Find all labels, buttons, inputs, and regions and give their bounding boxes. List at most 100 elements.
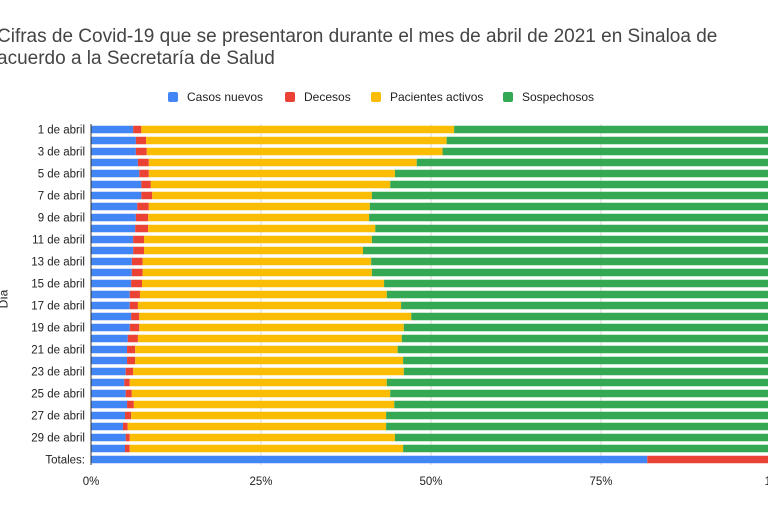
bar-segment bbox=[390, 389, 768, 398]
bar-segment bbox=[127, 356, 136, 365]
bar-segment bbox=[91, 202, 138, 211]
bar-segment bbox=[91, 180, 142, 189]
bar-segment bbox=[139, 290, 387, 299]
bar-segment bbox=[129, 290, 140, 299]
bar-segment bbox=[371, 235, 768, 244]
bar-segment bbox=[125, 433, 130, 442]
bar-segment bbox=[135, 345, 398, 354]
bar-segment bbox=[403, 444, 768, 453]
bar-segment bbox=[139, 169, 149, 178]
bar-segment bbox=[127, 334, 138, 343]
bar-segment bbox=[91, 433, 126, 442]
bar-segment bbox=[129, 323, 140, 332]
bar-segment bbox=[139, 312, 412, 321]
bar-segment bbox=[91, 213, 136, 222]
bar-segment bbox=[127, 422, 387, 431]
legend-swatch bbox=[168, 92, 178, 102]
bar-segment bbox=[135, 213, 149, 222]
bar-segment bbox=[144, 235, 372, 244]
bar-segment bbox=[91, 334, 128, 343]
bar-segment bbox=[137, 202, 149, 211]
bar-segment bbox=[91, 136, 136, 145]
bar-segment bbox=[91, 378, 125, 387]
bar-segment bbox=[403, 323, 768, 332]
bar-segment bbox=[386, 378, 768, 387]
bar-segment bbox=[125, 367, 134, 376]
bar-segment bbox=[122, 422, 128, 431]
bar-segment bbox=[416, 158, 768, 167]
y-tick-label: Totales: bbox=[45, 455, 85, 467]
bar-segment bbox=[397, 345, 768, 354]
bar-segment bbox=[91, 389, 126, 398]
x-tick-label: 50% bbox=[419, 476, 442, 488]
bar-segment bbox=[131, 312, 140, 321]
bar-segment bbox=[386, 290, 768, 299]
bar-segment bbox=[146, 147, 443, 156]
bar-segment bbox=[129, 301, 138, 310]
bar-segment bbox=[91, 345, 128, 354]
bar-segment bbox=[135, 147, 147, 156]
bar-segment bbox=[386, 422, 768, 431]
chart-title-line-1: Cifras de Covid-19 que se presentaron du… bbox=[0, 26, 718, 47]
bar-segment bbox=[125, 444, 130, 453]
legend-item-pacientes-activos[interactable]: Pacientes activos bbox=[371, 90, 483, 104]
bar-segment bbox=[146, 136, 447, 145]
chart-title: Cifras de Covid-19 que se presentaron du… bbox=[0, 26, 717, 70]
bar-segment bbox=[91, 125, 134, 134]
bar-segment bbox=[124, 378, 130, 387]
bar-segment bbox=[141, 180, 151, 189]
bar-segment bbox=[135, 136, 147, 145]
bar-segment bbox=[403, 367, 768, 376]
legend-swatch bbox=[285, 92, 295, 102]
legend-item-sospechosos[interactable]: Sospechosos bbox=[503, 90, 594, 104]
bar-segment bbox=[91, 323, 130, 332]
bar-segment bbox=[446, 136, 768, 145]
bar-segment bbox=[371, 268, 768, 277]
bar-segment bbox=[91, 444, 125, 453]
bar-segment bbox=[91, 169, 140, 178]
bar-segment bbox=[91, 224, 136, 233]
bar-segment bbox=[375, 224, 768, 233]
bar-segment bbox=[148, 169, 395, 178]
x-tick-label: 75% bbox=[589, 476, 612, 488]
y-tick-label: 7 de abril bbox=[38, 191, 85, 203]
y-tick-label: 25 de abril bbox=[31, 389, 85, 401]
bar-segment bbox=[401, 334, 768, 343]
bar-segment bbox=[91, 367, 126, 376]
bar-segment bbox=[91, 312, 132, 321]
y-tick-label: 1 de abril bbox=[38, 125, 85, 137]
bar-segment bbox=[133, 246, 145, 255]
bar-segment bbox=[129, 444, 404, 453]
bar-segment bbox=[91, 411, 125, 420]
y-tick-label: 23 de abril bbox=[31, 367, 85, 379]
bar-segment bbox=[131, 257, 143, 266]
bar-segment bbox=[91, 235, 134, 244]
bar-segment bbox=[148, 213, 370, 222]
bar-segment bbox=[142, 257, 372, 266]
y-tick-label: 5 de abril bbox=[38, 169, 85, 181]
bar-segment bbox=[411, 312, 768, 321]
legend-label: Decesos bbox=[304, 90, 351, 104]
bar-segment bbox=[131, 389, 391, 398]
bar-segment bbox=[454, 125, 768, 134]
bar-segment bbox=[394, 169, 768, 178]
legend-label: Pacientes activos bbox=[390, 90, 484, 104]
y-tick-label: 21 de abril bbox=[31, 345, 85, 357]
bar-segment bbox=[129, 378, 387, 387]
bar-segment bbox=[390, 180, 768, 189]
bar-segment bbox=[91, 290, 130, 299]
bar-segment bbox=[129, 433, 395, 442]
bar-segment bbox=[135, 356, 404, 365]
chart-title-line-2: acuerdo a la Secretaría de Salud bbox=[0, 48, 275, 69]
legend-item-casos-nuevos[interactable]: Casos nuevos bbox=[168, 90, 263, 104]
bar-segment bbox=[142, 279, 385, 288]
bar-segment bbox=[403, 356, 768, 365]
legend-label: Sospechosos bbox=[522, 90, 595, 104]
bar-segment bbox=[127, 345, 136, 354]
bar-segment bbox=[139, 323, 404, 332]
legend-item-decesos[interactable]: Decesos bbox=[285, 90, 351, 104]
bar-segment bbox=[394, 433, 768, 442]
bar-segment bbox=[144, 246, 363, 255]
bar-segment bbox=[137, 301, 402, 310]
bar-segment bbox=[91, 191, 142, 200]
